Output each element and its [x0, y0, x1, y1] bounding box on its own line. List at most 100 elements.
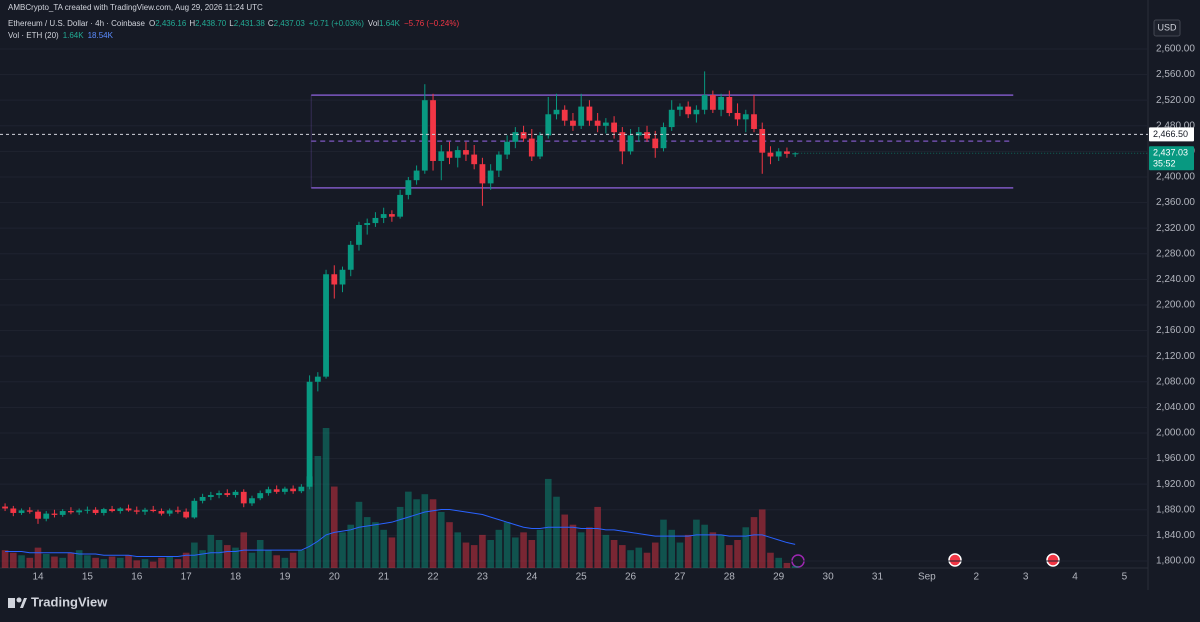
- candle-body: [709, 95, 716, 110]
- candle-body: [298, 486, 305, 492]
- candle-body: [586, 106, 593, 121]
- volume-bar: [421, 494, 429, 568]
- y-tick-label: 2,280.00: [1156, 248, 1195, 259]
- ohlc-key: L: [229, 19, 234, 28]
- candle-body: [109, 509, 115, 512]
- candle-body: [257, 493, 264, 499]
- volume-bar: [717, 534, 725, 568]
- volume-indicator: Vol · ETH (20): [8, 31, 59, 40]
- volume-bar: [18, 555, 25, 568]
- vol-value: 1.64K: [379, 19, 400, 28]
- x-tick-label: 22: [427, 572, 439, 583]
- event-icon[interactable]: [948, 553, 962, 567]
- candle-body: [660, 127, 667, 149]
- candle-body: [397, 194, 404, 217]
- volume-bar: [775, 557, 782, 568]
- candle-body: [611, 122, 617, 133]
- x-tick-label: 5: [1122, 572, 1128, 583]
- ohlc-key: H: [189, 19, 196, 28]
- y-tick-label: 2,240.00: [1156, 274, 1195, 285]
- candle-body: [158, 511, 165, 514]
- volume-bar: [92, 557, 99, 568]
- volume-bar: [330, 486, 338, 568]
- volume-bar: [10, 552, 17, 568]
- candle-body: [166, 510, 173, 514]
- y-tick-label: 1,800.00: [1156, 556, 1195, 567]
- currency-box[interactable]: [1153, 19, 1181, 37]
- logo-mark: [8, 598, 15, 608]
- x-tick-label: 23: [477, 572, 489, 583]
- candle-body: [701, 95, 708, 110]
- volume-bar: [75, 550, 83, 568]
- volume-bar: [26, 557, 34, 568]
- logo-mark: [20, 598, 27, 608]
- volume-bar: [347, 524, 355, 568]
- symbol: Ethereum / U.S. Dollar · 4h · Coinbase: [8, 19, 145, 28]
- volume-bar: [635, 547, 643, 568]
- candle-body: [767, 152, 774, 157]
- candle-body: [693, 109, 700, 115]
- candle-body: [438, 151, 445, 161]
- candle-body: [561, 109, 568, 121]
- candle-body: [504, 141, 511, 155]
- volume-bar: [693, 519, 700, 568]
- y-tick-label: 2,400.00: [1156, 172, 1195, 183]
- y-tick-label: 1,840.00: [1156, 530, 1195, 541]
- candle-body: [59, 511, 66, 515]
- candle-body: [652, 138, 659, 149]
- ohlc-legend: O2,436.16 H2,438.70 L2,431.38 C2,437.03: [149, 19, 305, 28]
- volume-bar: [503, 522, 511, 568]
- candle-body: [125, 508, 132, 511]
- candle-body: [446, 151, 453, 158]
- volume-bar: [750, 517, 758, 568]
- candle-body: [92, 509, 99, 513]
- candle-body: [68, 511, 74, 513]
- candle-body: [644, 132, 650, 139]
- x-tick-label: 21: [378, 572, 390, 583]
- candle-body: [191, 500, 198, 518]
- candle-body: [388, 214, 395, 217]
- candle-body: [282, 488, 288, 492]
- last-price-label: 2,437.03: [1153, 148, 1188, 158]
- y-tick-label: 2,320.00: [1156, 223, 1195, 234]
- volume-bar: [67, 552, 75, 568]
- candle-body: [635, 132, 642, 136]
- y-tick-label: 2,480.00: [1156, 120, 1195, 131]
- countdown-label: 35:52: [1153, 159, 1176, 169]
- volume-bar: [133, 560, 141, 568]
- candle-body: [133, 510, 140, 512]
- candle-body: [463, 150, 469, 155]
- x-tick-label: 2: [973, 572, 979, 583]
- volume-bar: [643, 552, 651, 568]
- candle-body: [232, 491, 239, 496]
- volume-bar: [437, 512, 445, 568]
- volume-bar: [182, 552, 190, 568]
- volume-bar: [281, 557, 289, 568]
- volume-bar: [174, 559, 182, 568]
- volume-bar: [339, 532, 346, 568]
- volume-bar: [709, 532, 717, 568]
- ohlc-value: 2,437.03: [273, 19, 305, 28]
- last-price-box: [1149, 146, 1194, 171]
- credit: AMBCrypto_TA created with TradingView.co…: [8, 3, 263, 12]
- x-tick-label: Sep: [918, 572, 936, 583]
- candle-body: [142, 509, 148, 512]
- candle-body: [685, 106, 692, 115]
- volume-bar: [758, 509, 766, 568]
- volume-bar: [215, 540, 223, 568]
- y-tick-label: 2,200.00: [1156, 300, 1195, 311]
- candle-body: [421, 100, 428, 171]
- y-tick-label: 2,160.00: [1156, 325, 1195, 336]
- candle-body: [430, 100, 436, 161]
- ohlc-item: H2,438.70: [189, 19, 226, 28]
- candle-body: [784, 151, 790, 154]
- event-icon[interactable]: [1046, 553, 1060, 567]
- x-tick-label: 29: [773, 572, 785, 583]
- volume-bar: [42, 554, 50, 568]
- volume-bar: [701, 524, 708, 568]
- volume-bar: [223, 545, 231, 568]
- volume-bar: [396, 506, 404, 568]
- candle-body: [26, 510, 33, 512]
